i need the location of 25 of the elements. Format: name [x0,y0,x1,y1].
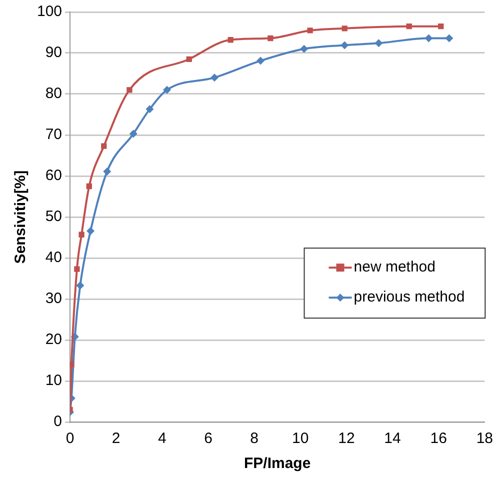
legend-label: previous method [354,288,465,306]
y-tick-label: 60 [45,167,62,184]
y-tick-label: 50 [45,208,62,226]
x-tick-label: 12 [338,430,355,448]
y-tick-label: 20 [45,331,62,348]
x-tick-label: 18 [476,430,493,448]
x-axis-title: FP/Image [244,455,311,472]
y-tick-label: 10 [45,372,62,390]
y-tick-label: 30 [45,290,62,308]
x-tick-label: 14 [384,430,401,448]
x-tick-label: 0 [66,430,74,448]
y-tick-label: 90 [45,44,62,62]
y-tick-label: 80 [45,85,62,102]
y-axis-title: Sensivitiy[%] [12,170,30,264]
x-tick-label: 8 [250,430,258,448]
y-tick-label: 70 [45,126,62,144]
legend-label: new method [354,258,436,276]
x-tick-label: 10 [292,430,309,448]
x-tick-label: 16 [430,430,447,448]
x-tick-label: 2 [112,430,120,448]
x-tick-label: 4 [158,430,166,448]
y-tick-label: 40 [45,249,62,266]
x-tick-label: 6 [204,430,212,448]
y-tick-label: 0 [54,413,62,430]
y-tick-label: 100 [36,3,62,20]
